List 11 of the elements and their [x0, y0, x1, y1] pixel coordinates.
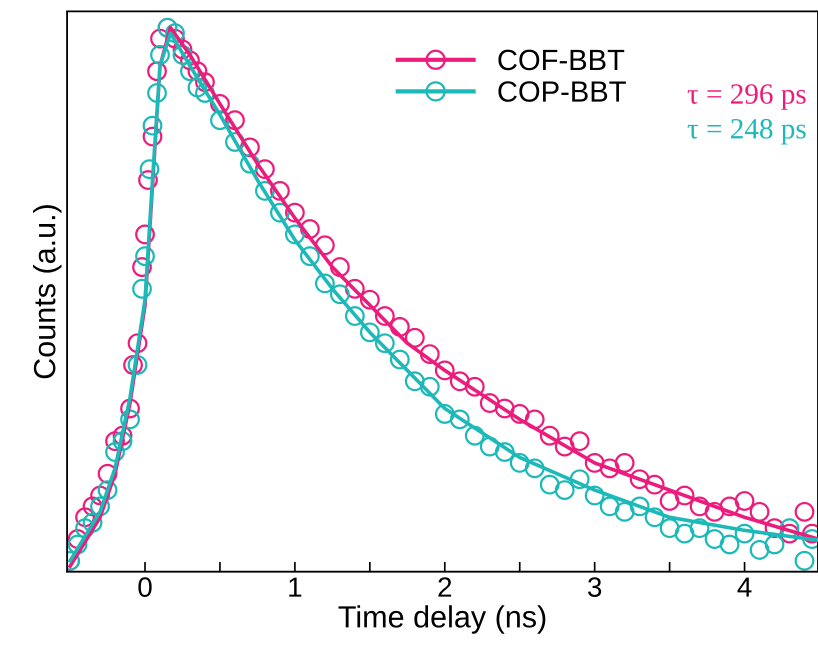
x-tick-label: 2 [438, 577, 452, 597]
legend-label: COF-BBT [498, 50, 624, 70]
annotation: τ = 296 ps [688, 84, 806, 110]
legend-label: COP-BBT [498, 81, 626, 102]
x-tick-label: 4 [737, 578, 752, 597]
x-tick-label: 1 [289, 578, 302, 597]
x-tick-label: 0 [138, 577, 152, 597]
x-axis-title: Time delay (ns) [338, 605, 546, 634]
annotation: τ = 248 ps [688, 118, 806, 145]
y-axis-title: Counts (a.u.) [33, 205, 62, 378]
x-tick-label: 3 [588, 577, 602, 597]
